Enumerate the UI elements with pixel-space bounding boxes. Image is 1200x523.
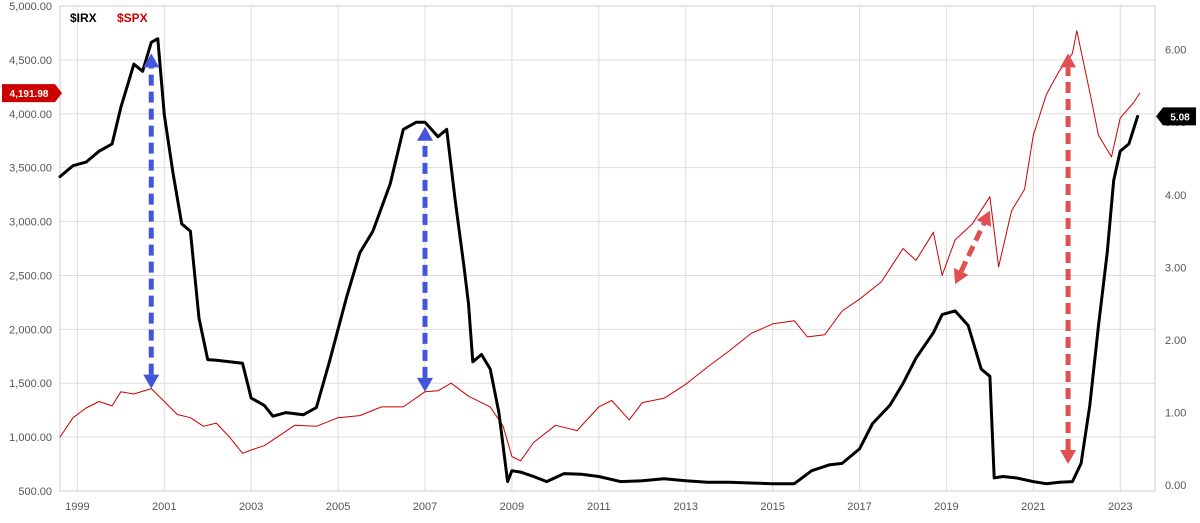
right-tick-label: 2.00	[1165, 335, 1186, 347]
left-tick-label: 3,000.00	[9, 217, 52, 229]
legend-irx: $IRX	[70, 11, 97, 25]
left-tick-label: 4,000.00	[9, 109, 52, 121]
x-tick-label: 2015	[760, 501, 784, 513]
annotation-arrow-head	[143, 53, 160, 68]
x-tick-label: 2017	[847, 501, 871, 513]
left-tick-label: 3,500.00	[9, 163, 52, 175]
legend-spx: $SPX	[117, 11, 148, 25]
x-axis-ticks: 1999 2001 2003 2005 2007 2009 2011 2013 2015 2017…	[65, 501, 1132, 513]
x-tick-label: 2019	[934, 501, 958, 513]
x-tick-label: 2021	[1021, 501, 1045, 513]
right-tick-label: 3.00	[1165, 262, 1186, 274]
irx-last-value: 5.08	[1170, 112, 1190, 123]
x-tick-label: 2007	[413, 501, 437, 513]
x-tick-label: 2003	[239, 501, 263, 513]
series-layer	[58, 30, 1141, 486]
annotation-layer	[143, 53, 1077, 465]
left-tick-label: 1,000.00	[9, 432, 52, 444]
x-tick-label: 2011	[587, 501, 611, 513]
right-tick-label: 1.00	[1165, 408, 1186, 420]
grid-lines	[60, 5, 1155, 492]
annotation-arrow-0	[143, 53, 160, 389]
annotation-arrow-head	[953, 267, 969, 285]
x-tick-label: 2023	[1108, 501, 1132, 513]
left-axis-ticks: 500.00 1,000.00 1,500.00 2,000.00 2,500.00 3,…	[9, 1, 52, 498]
series-line-irx	[58, 37, 1140, 486]
left-tick-label: 1,500.00	[9, 378, 52, 390]
x-tick-label: 2009	[500, 501, 524, 513]
annotation-arrow-head	[976, 210, 992, 227]
left-tick-label: 2,000.00	[9, 324, 52, 336]
right-tick-label: 0.00	[1165, 480, 1186, 492]
right-tick-label: 6.00	[1165, 45, 1186, 57]
annotation-arrow-shaft	[958, 222, 987, 273]
right-axis-ticks: 0.001.002.003.004.005.006.00	[1165, 45, 1186, 493]
spx-last-value: 4,191.98	[10, 89, 49, 100]
spx-last-value-badge: 4,191.98	[2, 84, 62, 103]
left-tick-label: 2,500.00	[9, 270, 52, 282]
annotation-arrow-head	[1060, 53, 1077, 68]
x-tick-label: 1999	[65, 501, 89, 513]
annotation-arrow-head	[417, 126, 433, 141]
annotation-arrow-head	[417, 377, 433, 392]
annotation-arrow-head	[143, 374, 160, 389]
annotation-arrow-head	[1060, 450, 1077, 465]
annotation-arrow-2	[953, 210, 992, 285]
annotation-arrow-3	[1060, 53, 1077, 465]
x-tick-label: 2005	[326, 501, 350, 513]
annotation-arrow-1	[417, 126, 433, 392]
left-tick-label: 500.00	[18, 486, 52, 498]
left-tick-label: 4,500.00	[9, 55, 52, 67]
x-tick-label: 2013	[673, 501, 697, 513]
last-value-badges: 4,191.98 5.08	[2, 84, 1196, 126]
x-tick-label: 2001	[152, 501, 176, 513]
series-line-spx	[59, 30, 1141, 462]
right-tick-label: 4.00	[1165, 190, 1186, 202]
irx-last-value-badge: 5.08	[1156, 107, 1196, 126]
left-tick-label: 5,000.00	[9, 1, 52, 13]
plot-frame	[59, 5, 1156, 492]
